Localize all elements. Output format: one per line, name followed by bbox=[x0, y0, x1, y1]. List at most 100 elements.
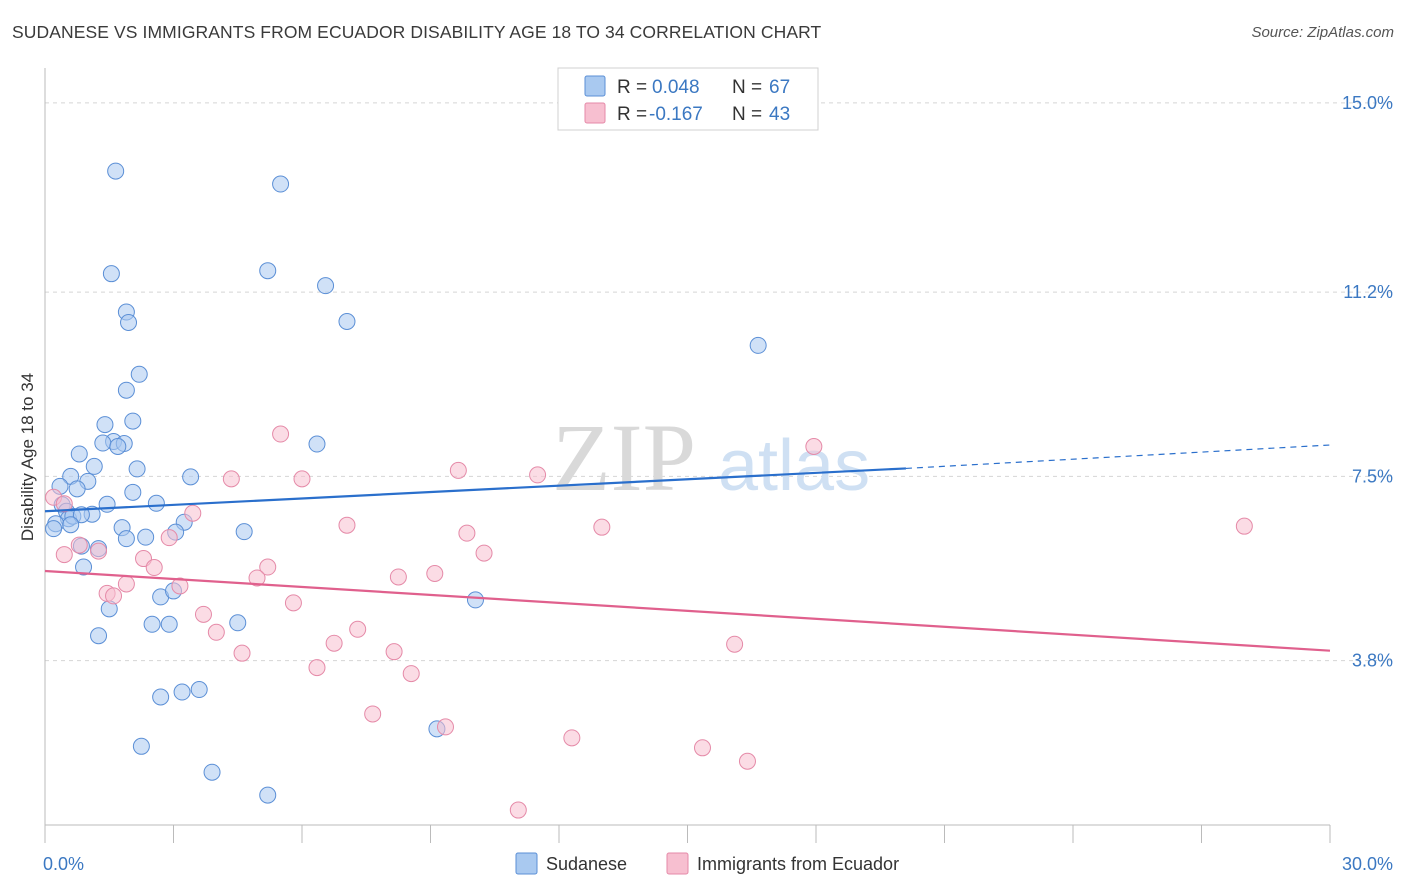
data-point-sudanese bbox=[235, 523, 253, 541]
legend-r-value-2: -0.167 bbox=[649, 104, 703, 125]
data-point-sudanese bbox=[94, 434, 112, 452]
legend-r-label-1: R = bbox=[617, 77, 647, 98]
data-point-sudanese bbox=[147, 494, 165, 512]
data-point-ecuador bbox=[529, 466, 547, 484]
data-point-ecuador bbox=[325, 634, 343, 652]
data-point-ecuador bbox=[55, 495, 73, 513]
data-point-ecuador bbox=[55, 546, 73, 564]
data-point-ecuador bbox=[70, 536, 88, 554]
data-point-ecuador bbox=[436, 718, 454, 736]
series-sudanese bbox=[45, 162, 767, 804]
source-credit: Source: ZipAtlas.com bbox=[1251, 24, 1394, 41]
data-point-ecuador bbox=[90, 542, 108, 560]
trend-line-ecuador bbox=[44, 569, 1331, 652]
bottom-legend: Sudanese Immigrants from Ecuador bbox=[515, 852, 899, 875]
data-point-ecuador bbox=[426, 564, 444, 582]
data-point-ecuador bbox=[293, 470, 311, 488]
data-point-sudanese bbox=[90, 627, 108, 645]
data-point-ecuador bbox=[284, 594, 302, 612]
chart-title: SUDANESE VS IMMIGRANTS FROM ECUADOR DISA… bbox=[12, 22, 822, 42]
watermark: ZIP atlas bbox=[552, 404, 870, 511]
watermark-atlas: atlas bbox=[718, 426, 870, 506]
data-point-ecuador bbox=[338, 516, 356, 534]
y-tick-label: 11.2% bbox=[1343, 282, 1393, 302]
data-point-sudanese bbox=[160, 615, 178, 633]
data-point-sudanese bbox=[120, 313, 138, 331]
legend-n-label-2: N = bbox=[732, 104, 762, 125]
grid-lines bbox=[45, 102, 1392, 662]
data-point-sudanese bbox=[143, 615, 161, 633]
data-point-sudanese bbox=[85, 457, 103, 475]
y-axis-label: Disability Age 18 to 34 bbox=[18, 373, 37, 541]
data-point-ecuador bbox=[805, 438, 823, 455]
bottom-legend-label-ecuador: Immigrants from Ecuador bbox=[697, 854, 899, 874]
data-point-ecuador bbox=[458, 524, 476, 542]
data-point-ecuador bbox=[308, 659, 326, 677]
data-point-ecuador bbox=[475, 544, 493, 562]
data-point-ecuador bbox=[259, 558, 277, 576]
data-point-ecuador bbox=[207, 623, 225, 641]
legend-n-value-1: 67 bbox=[769, 77, 790, 98]
data-point-ecuador bbox=[194, 605, 212, 623]
data-point-sudanese bbox=[124, 412, 142, 430]
data-point-ecuador bbox=[509, 801, 527, 819]
trend-line-sudanese-extension bbox=[905, 444, 1331, 470]
data-point-ecuador bbox=[184, 504, 202, 522]
data-point-ecuador bbox=[402, 665, 420, 683]
data-point-sudanese bbox=[117, 381, 135, 399]
data-point-ecuador bbox=[563, 729, 581, 747]
watermark-zip: ZIP bbox=[552, 404, 696, 511]
data-point-ecuador bbox=[593, 518, 611, 536]
data-point-sudanese bbox=[152, 688, 170, 706]
data-point-ecuador bbox=[248, 569, 266, 587]
y-tick-label: 3.8% bbox=[1352, 651, 1393, 671]
data-point-sudanese bbox=[45, 520, 63, 538]
y-tick-label: 15.0% bbox=[1342, 93, 1393, 113]
data-point-sudanese bbox=[466, 591, 484, 609]
x-tick-labels: 0.0% 30.0% bbox=[43, 854, 1393, 874]
data-point-ecuador bbox=[171, 577, 189, 595]
data-point-ecuador bbox=[449, 461, 467, 479]
data-point-sudanese bbox=[132, 737, 150, 755]
data-point-sudanese bbox=[137, 528, 155, 546]
data-point-ecuador bbox=[272, 425, 290, 443]
data-point-sudanese bbox=[75, 558, 93, 576]
y-tick-labels: 3.8% 7.5% 11.2% 15.0% bbox=[1342, 93, 1393, 671]
data-point-sudanese bbox=[317, 277, 335, 295]
data-point-sudanese bbox=[124, 483, 142, 501]
data-point-sudanese bbox=[98, 495, 116, 513]
data-point-sudanese bbox=[229, 614, 247, 632]
data-point-ecuador bbox=[693, 739, 711, 757]
data-point-ecuador bbox=[389, 568, 407, 586]
data-point-ecuador bbox=[726, 635, 744, 653]
y-tick-label: 7.5% bbox=[1352, 466, 1393, 486]
legend-n-label-1: N = bbox=[732, 77, 762, 98]
data-point-sudanese bbox=[182, 468, 200, 486]
data-point-ecuador bbox=[233, 644, 251, 662]
data-point-ecuador bbox=[222, 470, 240, 488]
data-point-ecuador bbox=[117, 575, 135, 593]
data-point-ecuador bbox=[349, 620, 367, 638]
series-ecuador bbox=[45, 425, 1253, 819]
data-point-ecuador bbox=[145, 559, 163, 577]
data-point-sudanese bbox=[203, 763, 221, 781]
data-point-ecuador bbox=[160, 529, 178, 547]
stats-legend: R = 0.048 N = 67 R = -0.167 N = 43 bbox=[557, 67, 819, 131]
data-point-sudanese bbox=[190, 681, 208, 699]
data-point-sudanese bbox=[130, 365, 148, 383]
data-point-ecuador bbox=[105, 587, 123, 605]
data-point-sudanese bbox=[272, 175, 290, 193]
data-point-sudanese bbox=[68, 480, 86, 498]
data-point-sudanese bbox=[338, 312, 356, 330]
data-point-sudanese bbox=[70, 445, 88, 463]
legend-swatch-ecuador bbox=[584, 102, 606, 124]
trend-line-sudanese bbox=[44, 467, 907, 513]
x-tick-label: 0.0% bbox=[43, 854, 84, 874]
bottom-legend-swatch-ecuador bbox=[666, 852, 689, 875]
bottom-legend-label-sudanese: Sudanese bbox=[546, 854, 627, 874]
data-point-ecuador bbox=[385, 643, 403, 661]
data-point-sudanese bbox=[62, 516, 80, 534]
data-point-sudanese bbox=[259, 786, 277, 804]
data-point-sudanese bbox=[173, 683, 191, 701]
